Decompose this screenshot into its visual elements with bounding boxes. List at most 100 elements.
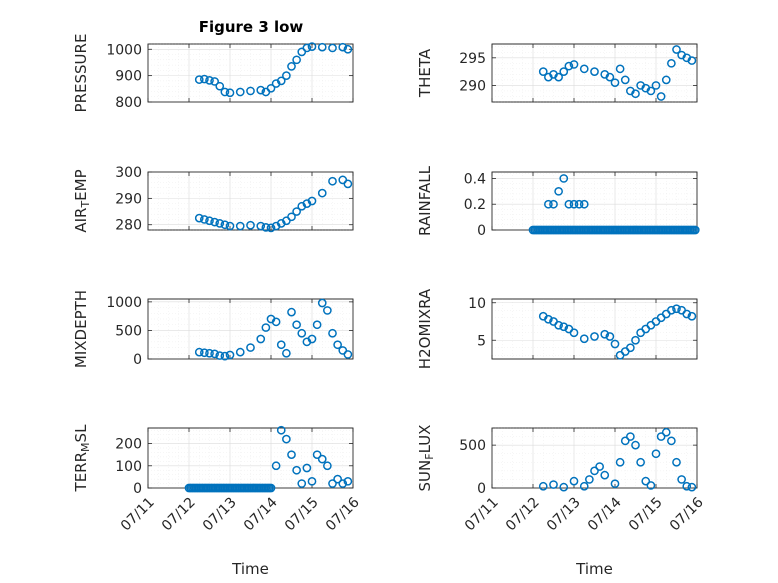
data-point — [605, 332, 615, 341]
data-point — [302, 463, 312, 473]
data-point — [205, 216, 214, 226]
data-point — [210, 77, 219, 86]
data-point — [194, 75, 204, 84]
axes-border — [147, 43, 354, 103]
data-point — [266, 483, 276, 493]
data-point — [307, 334, 317, 344]
data-point — [690, 225, 700, 235]
data-point — [225, 221, 235, 231]
y-axis-label: AIRTEMP — [72, 169, 92, 232]
data-point — [661, 427, 671, 437]
data-point — [266, 223, 276, 233]
y-tick-label: 1000 — [106, 42, 142, 58]
data-point — [646, 481, 656, 490]
axes-box — [147, 43, 354, 103]
data-point — [328, 328, 337, 338]
data-point — [667, 436, 676, 446]
data-point — [590, 67, 599, 76]
subplot-air-temp: 280 290 300 AIRTEMP — [72, 165, 354, 234]
data-point — [292, 320, 301, 330]
data-point — [235, 87, 245, 97]
data-point — [549, 480, 558, 489]
x-axis-label: Time — [231, 560, 269, 578]
data-point — [564, 199, 574, 209]
data-point — [554, 72, 563, 82]
data-point — [651, 81, 661, 90]
data-point — [323, 306, 332, 315]
subplot-pressure: 800 900 1000 PRESSURE — [72, 34, 354, 112]
x-axis-label: Time — [575, 560, 613, 578]
data-point — [559, 67, 569, 76]
subplot-mixdepth: 0 500 1000 MIXDEPTH — [72, 290, 354, 368]
data-point — [307, 476, 317, 486]
data-point — [579, 481, 589, 491]
data-point — [333, 474, 342, 484]
data-point — [225, 350, 235, 360]
data-point — [235, 347, 245, 357]
data-point — [343, 44, 353, 54]
data-point — [538, 67, 548, 76]
y-tick-label: 1000 — [106, 295, 142, 311]
y-tick-label: 10 — [468, 296, 486, 312]
y-tick-label: 900 — [115, 69, 142, 85]
figure-title: Figure 3 low — [199, 18, 304, 36]
data-point — [661, 75, 671, 85]
y-axis-label: SUNFLUX — [416, 425, 436, 492]
y-tick-label: 0 — [477, 481, 486, 497]
y-axis-label: TERRMSL — [72, 424, 92, 493]
data-point — [590, 466, 599, 476]
data-point — [672, 457, 681, 467]
data-point — [610, 339, 620, 349]
axes-box — [491, 43, 698, 103]
axes-border — [491, 427, 698, 489]
data-point — [276, 76, 286, 86]
data-point — [656, 92, 666, 101]
data-point — [200, 215, 209, 224]
data-point — [297, 479, 307, 488]
data-point — [235, 221, 245, 231]
data-point — [287, 212, 296, 222]
data-point — [256, 334, 266, 344]
y-axis-label: RAINFALL — [416, 165, 434, 236]
y-tick-label: 500 — [459, 438, 486, 454]
data-point — [672, 304, 681, 314]
y-axis-label-subscript: M — [79, 442, 92, 452]
y-tick-label: 300 — [115, 165, 142, 181]
data-point — [620, 436, 630, 446]
data-point — [338, 42, 348, 52]
data-point — [687, 482, 697, 492]
subplot-theta: 290 295 THETA — [416, 43, 698, 103]
data-point — [554, 320, 563, 330]
data-point — [317, 454, 327, 464]
data-point — [620, 75, 630, 85]
data-point — [220, 351, 230, 361]
data-point — [574, 199, 584, 209]
data-point — [600, 470, 610, 480]
data-point — [343, 476, 353, 486]
data-point — [215, 351, 225, 360]
data-point — [194, 347, 204, 357]
axes-border — [491, 43, 698, 103]
y-tick-label: 500 — [115, 323, 142, 339]
y-tick-label: 0 — [133, 481, 142, 497]
data-point — [610, 479, 620, 489]
data-point — [605, 72, 615, 82]
data-point — [538, 481, 548, 491]
y-tick-label: 0 — [477, 223, 486, 239]
data-point — [333, 340, 342, 350]
data-point — [569, 60, 579, 69]
data-point — [595, 462, 604, 471]
data-point — [687, 56, 697, 65]
data-point — [276, 340, 286, 350]
data-point — [615, 457, 625, 467]
data-point — [667, 58, 676, 68]
data-point — [631, 335, 640, 345]
data-point — [282, 71, 291, 80]
data-point — [651, 449, 661, 459]
data-point — [564, 61, 574, 71]
data-point — [544, 199, 553, 209]
data-point — [287, 450, 296, 460]
data-point — [276, 425, 286, 435]
y-tick-label: 290 — [459, 78, 486, 94]
y-axis-label-main: MIXDEPTH — [72, 290, 90, 368]
